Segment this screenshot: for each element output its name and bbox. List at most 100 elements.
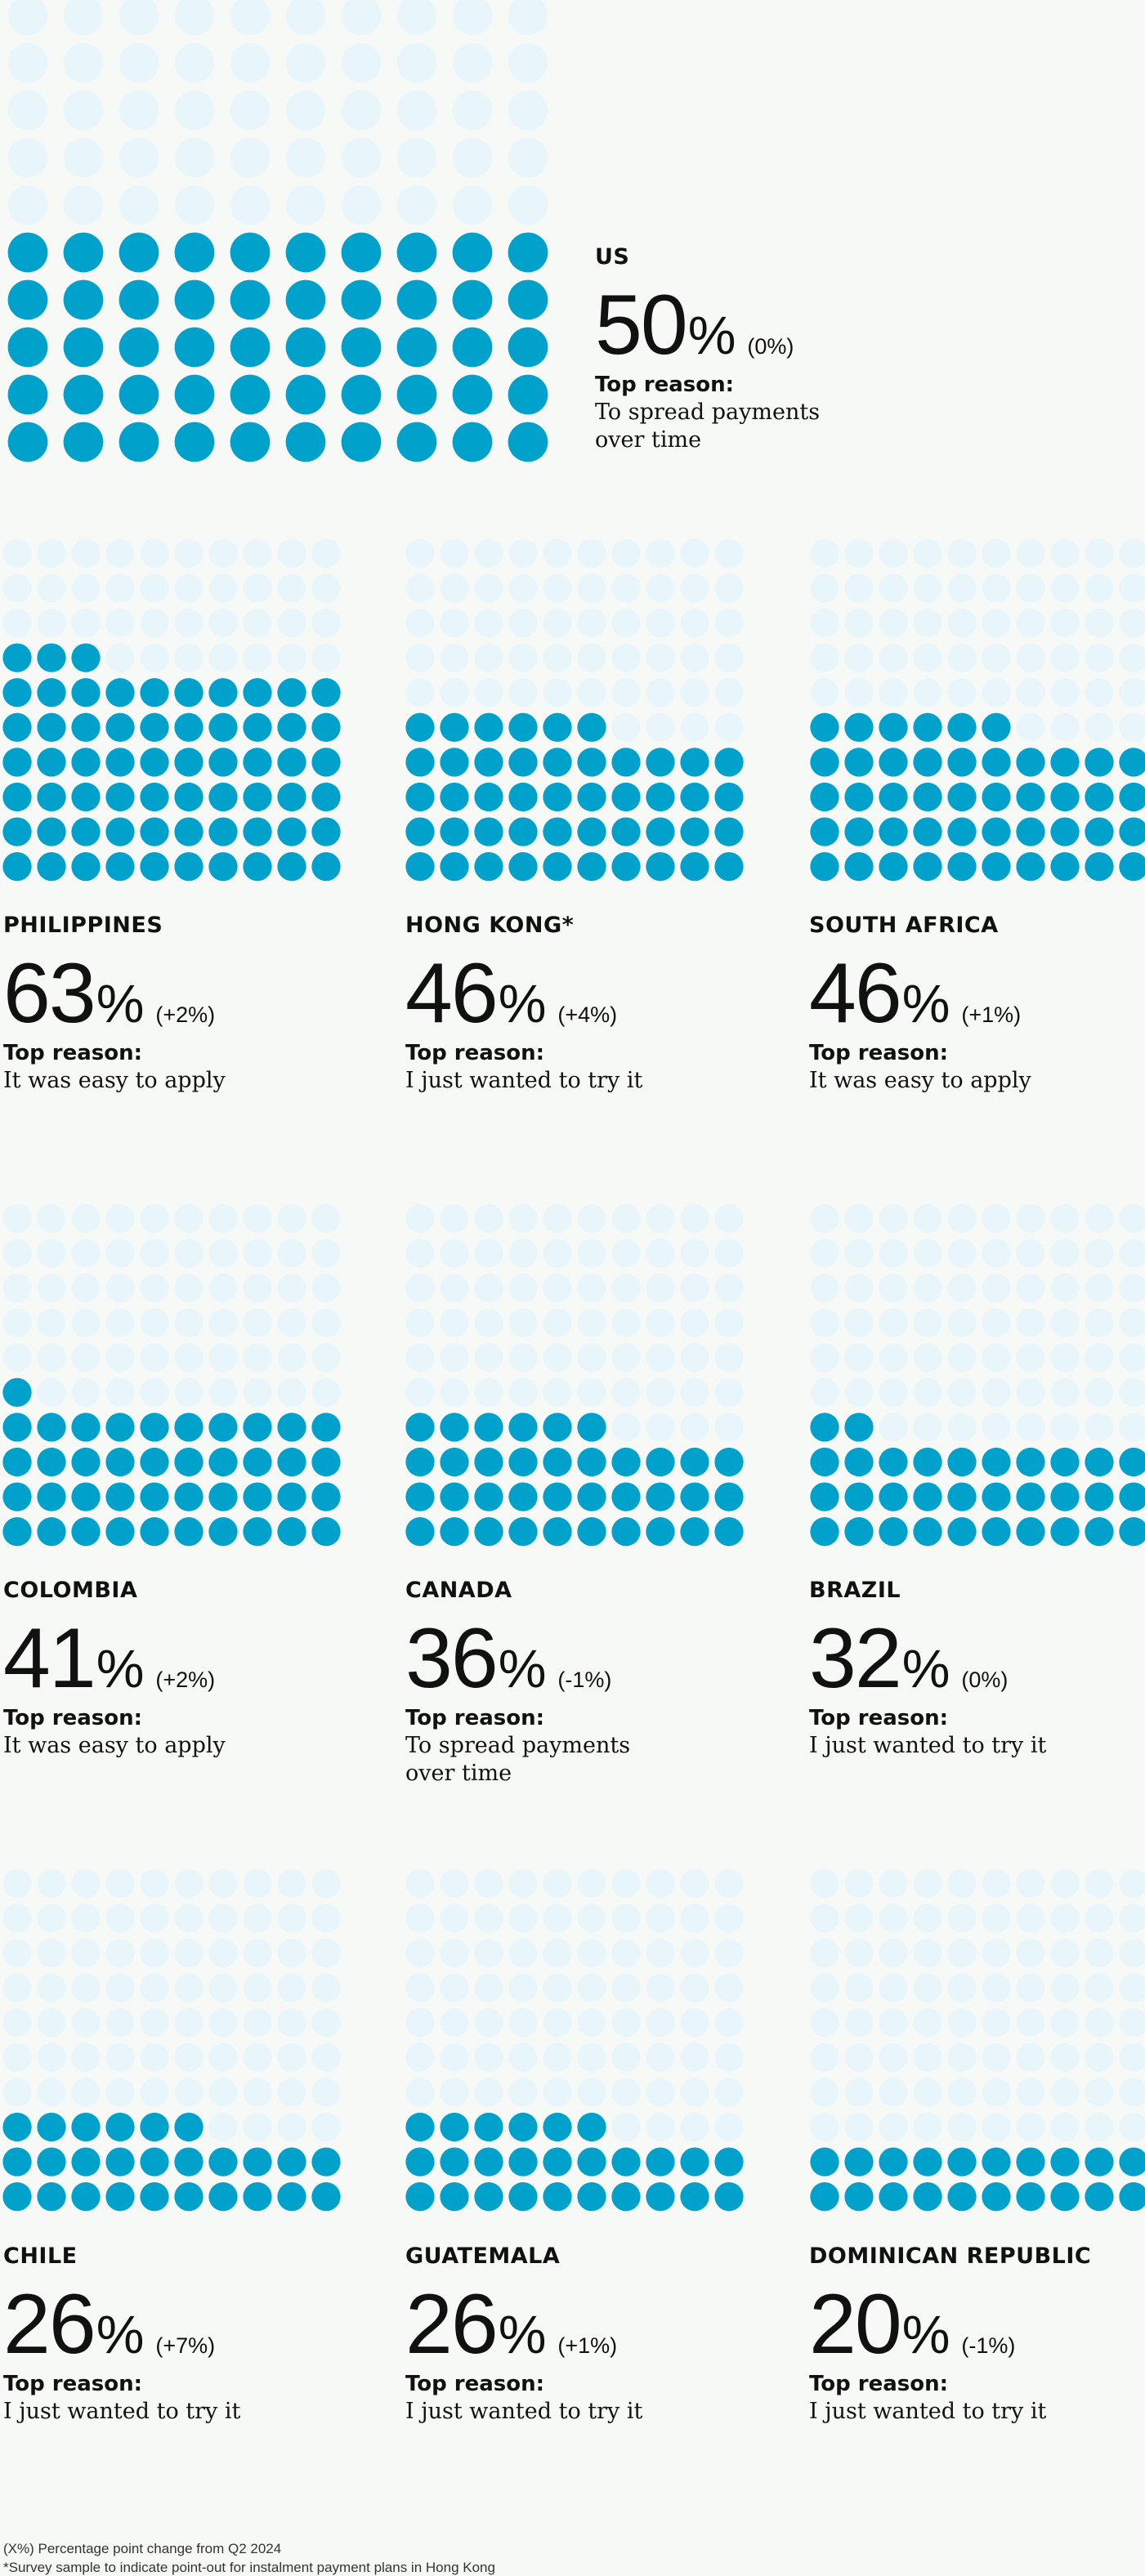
waffle-hong-kong bbox=[405, 538, 744, 882]
empty-dot bbox=[543, 1868, 572, 1898]
filled-dot bbox=[37, 1447, 66, 1477]
filled-dot bbox=[1050, 1447, 1080, 1477]
filled-dot bbox=[543, 2182, 572, 2212]
filled-dot bbox=[543, 1413, 572, 1442]
empty-dot bbox=[1119, 2112, 1145, 2142]
empty-dot bbox=[243, 1308, 272, 1337]
empty-dot bbox=[714, 1938, 744, 1968]
empty-dot bbox=[277, 1868, 306, 1898]
top-reason-label: Top reason: bbox=[405, 1041, 545, 1065]
filled-dot bbox=[810, 2147, 839, 2176]
filled-dot bbox=[714, 2147, 744, 2176]
filled-dot bbox=[947, 2182, 977, 2212]
empty-dot bbox=[947, 643, 977, 672]
empty-dot bbox=[879, 1904, 908, 1933]
filled-dot bbox=[208, 817, 238, 846]
empty-dot bbox=[474, 1868, 503, 1898]
percentage: 32% (0%) bbox=[809, 1616, 1046, 1701]
empty-dot bbox=[311, 1203, 341, 1233]
empty-dot bbox=[1016, 574, 1045, 603]
filled-dot bbox=[71, 643, 101, 672]
filled-dot bbox=[140, 1413, 169, 1442]
filled-dot bbox=[543, 2112, 572, 2142]
filled-dot bbox=[508, 2182, 538, 2212]
waffle-chile bbox=[2, 1868, 341, 2212]
filled-dot bbox=[714, 1517, 744, 1547]
filled-dot bbox=[508, 232, 548, 273]
filled-dot bbox=[37, 643, 66, 672]
percentage: 63% (+2%) bbox=[3, 951, 226, 1036]
empty-dot bbox=[311, 1343, 341, 1373]
empty-dot bbox=[1050, 1413, 1080, 1442]
empty-dot bbox=[140, 1973, 169, 2002]
empty-dot bbox=[1119, 2078, 1145, 2107]
filled-dot bbox=[913, 1447, 942, 1477]
empty-dot bbox=[646, 1973, 675, 2002]
percent-sign: % bbox=[901, 973, 950, 1034]
empty-dot bbox=[1050, 678, 1080, 708]
filled-dot bbox=[405, 1517, 435, 1547]
empty-dot bbox=[140, 1904, 169, 1933]
empty-dot bbox=[844, 1343, 874, 1373]
empty-dot bbox=[680, 1273, 709, 1303]
empty-dot bbox=[1085, 1273, 1114, 1303]
filled-dot bbox=[508, 327, 548, 368]
top-reason-line: I just wanted to try it bbox=[809, 1733, 1047, 1758]
empty-dot bbox=[230, 185, 271, 225]
filled-dot bbox=[452, 422, 493, 462]
empty-dot bbox=[140, 1868, 169, 1898]
empty-dot bbox=[37, 1308, 66, 1337]
empty-dot bbox=[982, 1413, 1011, 1442]
filled-dot bbox=[37, 1413, 66, 1442]
empty-dot bbox=[140, 1377, 169, 1407]
empty-dot bbox=[508, 1377, 538, 1407]
filled-dot bbox=[1050, 1517, 1080, 1547]
top-reason-line: I just wanted to try it bbox=[405, 2399, 643, 2424]
filled-dot bbox=[577, 1482, 606, 1511]
filled-dot bbox=[277, 678, 306, 708]
empty-dot bbox=[1016, 2042, 1045, 2072]
filled-dot bbox=[646, 1447, 675, 1477]
empty-dot bbox=[37, 1343, 66, 1373]
empty-dot bbox=[680, 1343, 709, 1373]
empty-dot bbox=[105, 2078, 135, 2107]
filled-dot bbox=[982, 748, 1011, 777]
empty-dot bbox=[913, 1868, 942, 1898]
empty-dot bbox=[1050, 1239, 1080, 1268]
empty-dot bbox=[71, 1938, 101, 1968]
filled-dot bbox=[611, 782, 641, 812]
empty-dot bbox=[405, 1343, 435, 1373]
empty-dot bbox=[913, 2078, 942, 2107]
empty-dot bbox=[982, 2112, 1011, 2142]
filled-dot bbox=[879, 2182, 908, 2212]
filled-dot bbox=[1016, 817, 1045, 846]
filled-dot bbox=[452, 374, 493, 415]
filled-dot bbox=[844, 817, 874, 846]
filled-dot bbox=[311, 817, 341, 846]
filled-dot bbox=[714, 2182, 744, 2212]
filled-dot bbox=[810, 782, 839, 812]
empty-dot bbox=[543, 678, 572, 708]
waffle-guatemala bbox=[405, 1868, 744, 2212]
filled-dot bbox=[913, 1517, 942, 1547]
empty-dot bbox=[174, 1904, 204, 1933]
country-name: SOUTH AFRICA bbox=[809, 913, 999, 938]
filled-dot bbox=[1119, 2182, 1145, 2212]
empty-dot bbox=[174, 2042, 204, 2072]
empty-dot bbox=[440, 678, 469, 708]
filled-dot bbox=[577, 1447, 606, 1477]
empty-dot bbox=[2, 608, 32, 638]
filled-dot bbox=[174, 422, 215, 462]
empty-dot bbox=[1119, 678, 1145, 708]
empty-dot bbox=[913, 643, 942, 672]
empty-dot bbox=[810, 1239, 839, 1268]
filled-dot bbox=[174, 2147, 204, 2176]
stat-block-chile: CHILE 26% (+7%) Top reason: I just wanted… bbox=[3, 2243, 240, 2426]
empty-dot bbox=[277, 643, 306, 672]
empty-dot bbox=[947, 1413, 977, 1442]
filled-dot bbox=[440, 1413, 469, 1442]
empty-dot bbox=[680, 678, 709, 708]
filled-dot bbox=[285, 232, 326, 273]
empty-dot bbox=[277, 1239, 306, 1268]
empty-dot bbox=[879, 1273, 908, 1303]
